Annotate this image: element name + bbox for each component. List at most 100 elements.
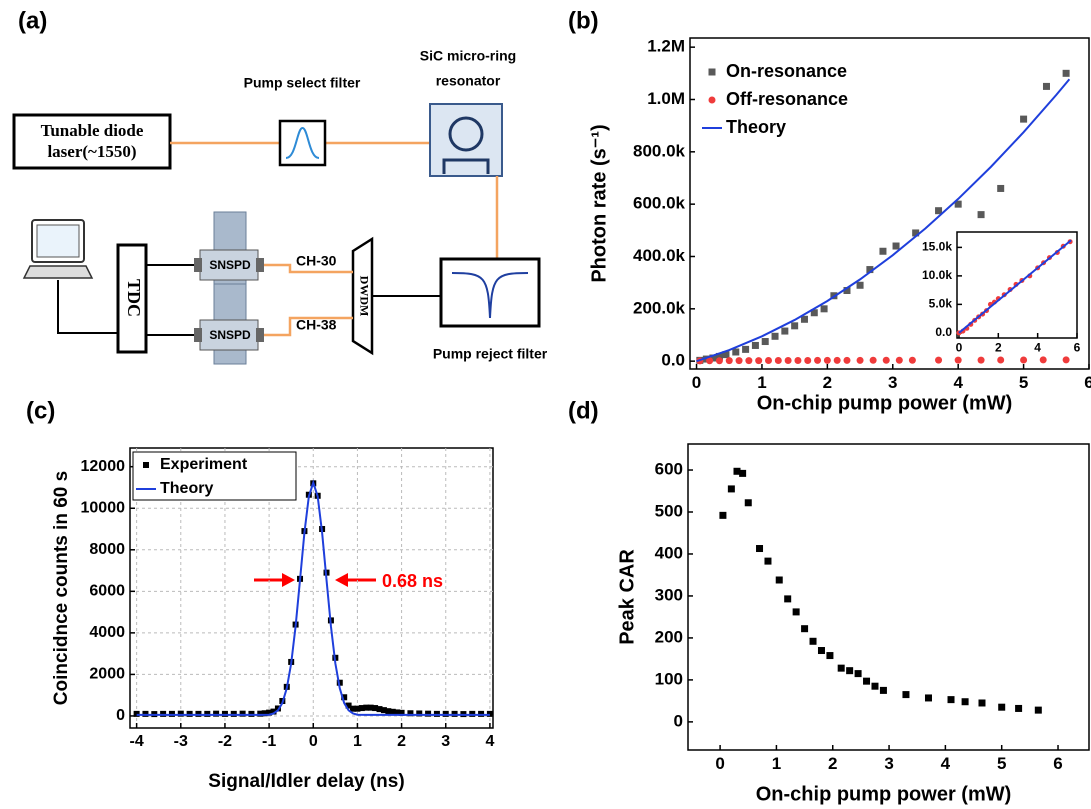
point bbox=[195, 710, 202, 717]
y-tick-label: 600.0k bbox=[633, 194, 686, 213]
point bbox=[204, 710, 211, 717]
resonator-label: SiC micro-ring bbox=[420, 48, 516, 64]
x-axis-title: Signal/Idler delay (ns) bbox=[208, 771, 404, 792]
point bbox=[142, 710, 149, 717]
panel-label: (a) bbox=[18, 7, 47, 34]
point bbox=[702, 355, 710, 363]
reject-filter-box bbox=[439, 257, 541, 328]
x-tick-label: 0 bbox=[692, 373, 701, 392]
point bbox=[1062, 356, 1070, 364]
point bbox=[856, 281, 864, 289]
point bbox=[350, 705, 357, 712]
y-tick-label: 4000 bbox=[89, 624, 125, 641]
point bbox=[394, 709, 401, 716]
point bbox=[954, 200, 962, 208]
y-tick-label: 10000 bbox=[81, 499, 126, 516]
bus-waveguide bbox=[442, 158, 490, 174]
point bbox=[722, 351, 730, 359]
point bbox=[706, 357, 714, 365]
tdc-label: TDC bbox=[124, 279, 144, 317]
detector-label: SNSPD bbox=[209, 328, 251, 342]
y-tick-label: 2000 bbox=[89, 666, 125, 683]
point bbox=[270, 708, 277, 715]
y-tick-label: 0 bbox=[116, 707, 125, 724]
y-tick-label: 0.0 bbox=[935, 325, 952, 339]
point bbox=[380, 707, 387, 714]
point bbox=[826, 652, 834, 660]
point bbox=[924, 694, 932, 702]
fiber bbox=[258, 263, 353, 274]
point bbox=[856, 356, 864, 364]
point bbox=[257, 710, 264, 717]
x-tick-label: 1 bbox=[757, 373, 766, 392]
dwdm-box bbox=[351, 236, 374, 356]
x-tick-label: 4 bbox=[485, 733, 494, 750]
point bbox=[398, 709, 405, 716]
point bbox=[1020, 356, 1028, 364]
point bbox=[764, 356, 772, 364]
chart: 0 2 4 6 0.0 5.0k 10.0k 15.0k bbox=[922, 231, 1081, 354]
x-tick-label: 3 bbox=[441, 733, 450, 750]
point bbox=[363, 704, 370, 711]
y-tick-label: 100 bbox=[655, 669, 683, 688]
point bbox=[416, 710, 423, 717]
point bbox=[774, 356, 782, 364]
point bbox=[221, 710, 228, 717]
point bbox=[794, 356, 802, 364]
point bbox=[895, 356, 903, 364]
legend-label: Experiment bbox=[160, 456, 248, 473]
point bbox=[771, 332, 779, 340]
point bbox=[784, 356, 792, 364]
x-tick-label: 2 bbox=[823, 373, 832, 392]
point bbox=[997, 356, 1005, 364]
y-tick-label: 200 bbox=[655, 627, 683, 646]
y-tick-label: 0.0 bbox=[661, 351, 685, 370]
point bbox=[978, 699, 986, 707]
x-tick-label: 5 bbox=[997, 754, 1006, 773]
y-tick-label: 15.0k bbox=[922, 240, 952, 254]
cable bbox=[57, 280, 118, 334]
x-tick-label: -3 bbox=[174, 733, 188, 750]
tdc-box bbox=[116, 243, 148, 354]
series-line bbox=[958, 239, 1072, 334]
point bbox=[385, 708, 392, 715]
y-tick-label: 1.0M bbox=[647, 89, 685, 108]
x-tick-label: 4 bbox=[941, 754, 951, 773]
chart: 0 1 2 3 4 5 6 0 100 200 300 400 500 600 On-chip pump p… bbox=[568, 397, 1090, 805]
point bbox=[879, 686, 887, 694]
annotation: 0.68 ns bbox=[382, 571, 443, 591]
plot-frame bbox=[129, 447, 494, 729]
x-tick-label: 3 bbox=[888, 373, 897, 392]
point bbox=[708, 96, 716, 104]
computer-icon bbox=[22, 219, 94, 279]
point bbox=[1062, 69, 1070, 77]
snspd-2 bbox=[194, 283, 264, 365]
point bbox=[715, 357, 723, 365]
point bbox=[804, 356, 812, 364]
point bbox=[727, 485, 735, 493]
point bbox=[997, 184, 1005, 192]
point bbox=[866, 266, 874, 274]
y-tick-label: 1.2M bbox=[647, 37, 685, 56]
x-tick-label: 1 bbox=[353, 733, 362, 750]
point bbox=[725, 357, 733, 365]
x-tick-label: 3 bbox=[884, 754, 893, 773]
point bbox=[833, 356, 841, 364]
point bbox=[372, 705, 379, 712]
point bbox=[935, 356, 943, 364]
legend-label: Theory bbox=[726, 117, 786, 137]
y-tick-label: 400.0k bbox=[633, 246, 686, 265]
point bbox=[732, 348, 740, 356]
point bbox=[266, 709, 273, 716]
x-tick-label: -4 bbox=[130, 733, 144, 750]
channel-label: CH-30 bbox=[296, 253, 337, 269]
point bbox=[871, 682, 879, 690]
point bbox=[935, 207, 943, 215]
point bbox=[1015, 704, 1023, 712]
point bbox=[739, 469, 747, 477]
point bbox=[376, 706, 383, 713]
point bbox=[143, 462, 149, 468]
x-tick-label: 2 bbox=[995, 340, 1002, 354]
legend-label: Off-resonance bbox=[726, 89, 848, 109]
